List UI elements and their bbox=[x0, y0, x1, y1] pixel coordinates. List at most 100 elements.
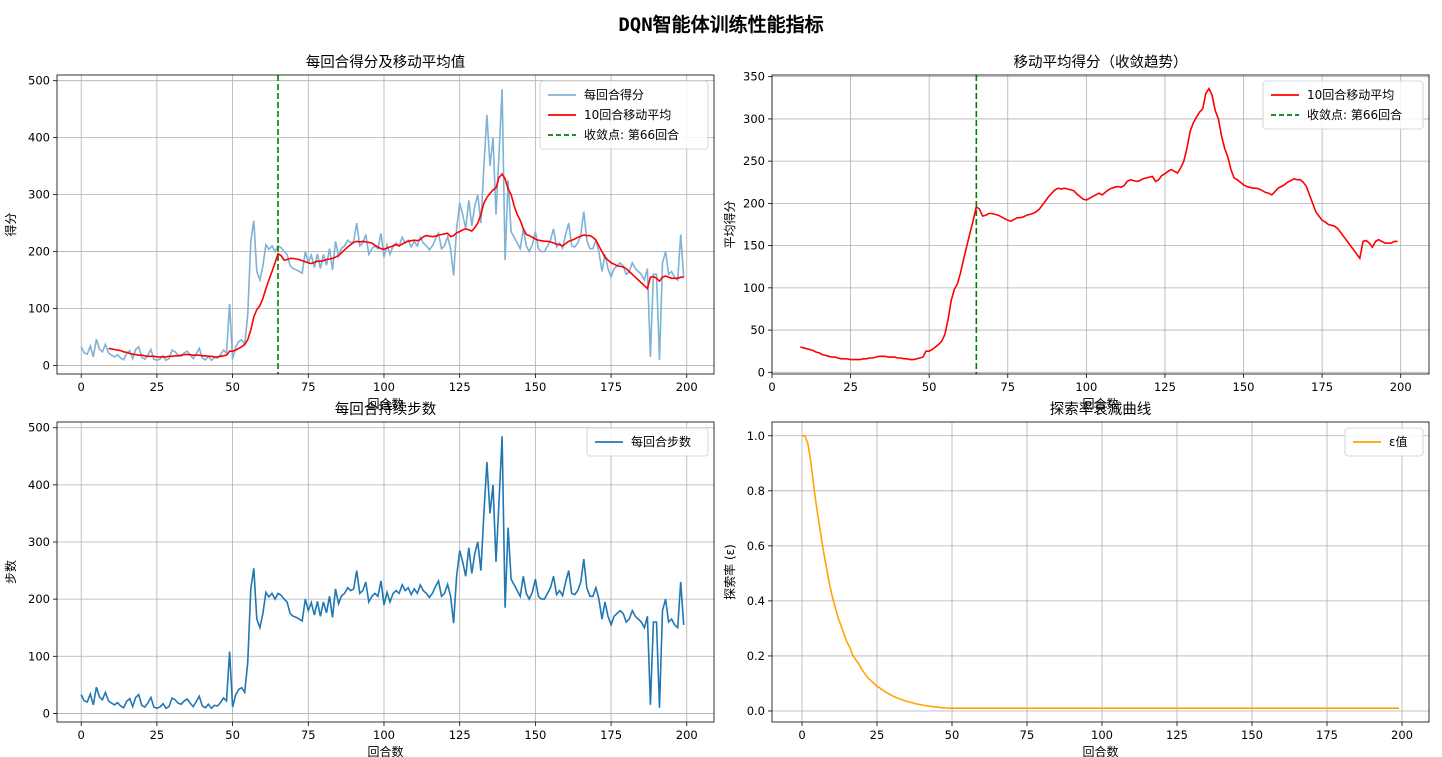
y-tick-label: 400 bbox=[28, 131, 50, 145]
y-tick-label: 200 bbox=[743, 196, 765, 210]
chart-moving: 移动平均得分（收敛趋势） 0 25 50 75 100 125 150 175 200 0 50 100… bbox=[722, 54, 1430, 411]
x-tick-label: 0 bbox=[798, 728, 805, 742]
y-axis-label: 步数 bbox=[3, 560, 18, 584]
figure-title: DQN智能体训练性能指标 bbox=[618, 13, 823, 36]
x-tick-label: 150 bbox=[524, 380, 546, 394]
y-axis-label: 平均得分 bbox=[722, 200, 737, 248]
x-tick-label: 0 bbox=[78, 380, 85, 394]
x-tick-label: 75 bbox=[1020, 728, 1035, 742]
chart-title: 每回合得分及移动平均值 bbox=[306, 54, 466, 71]
y-tick-label: 0 bbox=[43, 706, 50, 720]
y-tick-label: 50 bbox=[750, 323, 765, 337]
series-line-ma bbox=[800, 86, 1398, 361]
legend-label: ε值 bbox=[1389, 434, 1408, 449]
y-tick-label: 200 bbox=[28, 592, 50, 606]
x-tick-label: 50 bbox=[922, 380, 937, 394]
y-tick-label: 500 bbox=[28, 421, 50, 435]
x-tick-label: 175 bbox=[600, 728, 622, 742]
x-tick-label: 25 bbox=[870, 728, 885, 742]
y-axis-label: 得分 bbox=[3, 212, 18, 236]
x-tick-label: 100 bbox=[1091, 728, 1113, 742]
plot-frame bbox=[56, 421, 715, 723]
plot-frame bbox=[771, 421, 1430, 723]
legend-label: 收敛点: 第66回合 bbox=[1307, 107, 1402, 122]
legend-label: 每回合步数 bbox=[631, 434, 691, 449]
x-tick-label: 50 bbox=[225, 728, 240, 742]
series-line-eps bbox=[802, 434, 1399, 710]
legend-label: 每回合得分 bbox=[584, 87, 644, 102]
y-tick-label: 350 bbox=[743, 70, 765, 84]
x-tick-label: 75 bbox=[301, 380, 316, 394]
y-tick-label: 500 bbox=[28, 74, 50, 88]
y-tick-label: 0.6 bbox=[747, 539, 765, 553]
legend-box bbox=[1262, 80, 1424, 130]
x-tick-label: 125 bbox=[1166, 728, 1188, 742]
y-tick-label: 200 bbox=[28, 245, 50, 259]
legend: 每回合步数 bbox=[586, 427, 709, 457]
x-tick-label: 200 bbox=[1390, 380, 1412, 394]
series-line-steps bbox=[80, 436, 685, 710]
x-tick-label: 100 bbox=[1075, 380, 1097, 394]
y-axis-label: 探索率 (ε) bbox=[722, 544, 737, 600]
x-tick-label: 150 bbox=[524, 728, 546, 742]
x-tick-label: 25 bbox=[843, 380, 858, 394]
y-tick-label: 100 bbox=[28, 302, 50, 316]
x-tick-label: 125 bbox=[449, 380, 471, 394]
series-line-ma bbox=[108, 172, 684, 358]
plot-frame bbox=[771, 74, 1430, 375]
x-tick-label: 100 bbox=[373, 380, 395, 394]
x-tick-label: 200 bbox=[676, 380, 698, 394]
x-tick-label: 100 bbox=[373, 728, 395, 742]
x-tick-label: 150 bbox=[1233, 380, 1255, 394]
chart-steps: 每回合持续步数 0 25 50 75 100 125 150 175 200 0 100 200 300 4… bbox=[3, 401, 715, 757]
x-tick-label: 0 bbox=[78, 728, 85, 742]
y-tick-label: 1.0 bbox=[747, 429, 765, 443]
x-axis-label: 回合数 bbox=[367, 744, 403, 757]
chart-title: 移动平均得分（收敛趋势） bbox=[1014, 54, 1188, 71]
chart-scores: 每回合得分及移动平均值 0 25 50 75 100 125 150 175 200 0 100 200… bbox=[3, 54, 715, 411]
x-tick-label: 200 bbox=[676, 728, 698, 742]
chart-epsilon: 探索率衰减曲线 0 25 50 75 100 125 150 175 200 0.0 0.2 0.4 0.… bbox=[722, 401, 1430, 757]
x-axis-label: 回合数 bbox=[367, 396, 403, 411]
x-tick-label: 125 bbox=[1154, 380, 1176, 394]
y-tick-label: 0.8 bbox=[747, 484, 765, 498]
y-tick-label: 250 bbox=[743, 154, 765, 168]
y-tick-label: 150 bbox=[743, 239, 765, 253]
x-tick-label: 0 bbox=[768, 380, 775, 394]
legend-label: 10回合移动平均 bbox=[584, 107, 671, 122]
y-tick-label: 0.0 bbox=[747, 704, 765, 718]
x-tick-label: 175 bbox=[1316, 728, 1338, 742]
legend-label: 10回合移动平均 bbox=[1307, 87, 1394, 102]
x-tick-label: 25 bbox=[150, 728, 165, 742]
plot-frame bbox=[56, 74, 715, 375]
legend-box bbox=[539, 80, 709, 150]
legend-label: 收敛点: 第66回合 bbox=[584, 127, 679, 142]
legend-box bbox=[586, 427, 709, 457]
x-axis-label: 回合数 bbox=[1082, 744, 1118, 757]
y-tick-label: 0 bbox=[758, 365, 765, 379]
chart-title: 每回合持续步数 bbox=[335, 401, 437, 418]
y-tick-label: 100 bbox=[28, 649, 50, 663]
y-tick-label: 0.2 bbox=[747, 649, 765, 663]
x-tick-label: 200 bbox=[1391, 728, 1413, 742]
x-tick-label: 75 bbox=[301, 728, 316, 742]
y-tick-label: 300 bbox=[743, 112, 765, 126]
x-tick-label: 175 bbox=[1311, 380, 1333, 394]
chart-title: 探索率衰减曲线 bbox=[1050, 401, 1152, 418]
x-axis-label: 回合数 bbox=[1082, 396, 1118, 411]
x-tick-label: 25 bbox=[150, 380, 165, 394]
x-tick-label: 175 bbox=[600, 380, 622, 394]
y-tick-label: 100 bbox=[743, 281, 765, 295]
x-tick-label: 50 bbox=[945, 728, 960, 742]
y-tick-label: 300 bbox=[28, 188, 50, 202]
legend: ε值 bbox=[1344, 427, 1424, 457]
y-tick-label: 300 bbox=[28, 535, 50, 549]
x-tick-label: 75 bbox=[1000, 380, 1015, 394]
legend-box bbox=[1344, 427, 1424, 457]
x-tick-label: 125 bbox=[449, 728, 471, 742]
y-tick-label: 0 bbox=[43, 358, 50, 372]
y-tick-label: 0.4 bbox=[747, 594, 765, 608]
